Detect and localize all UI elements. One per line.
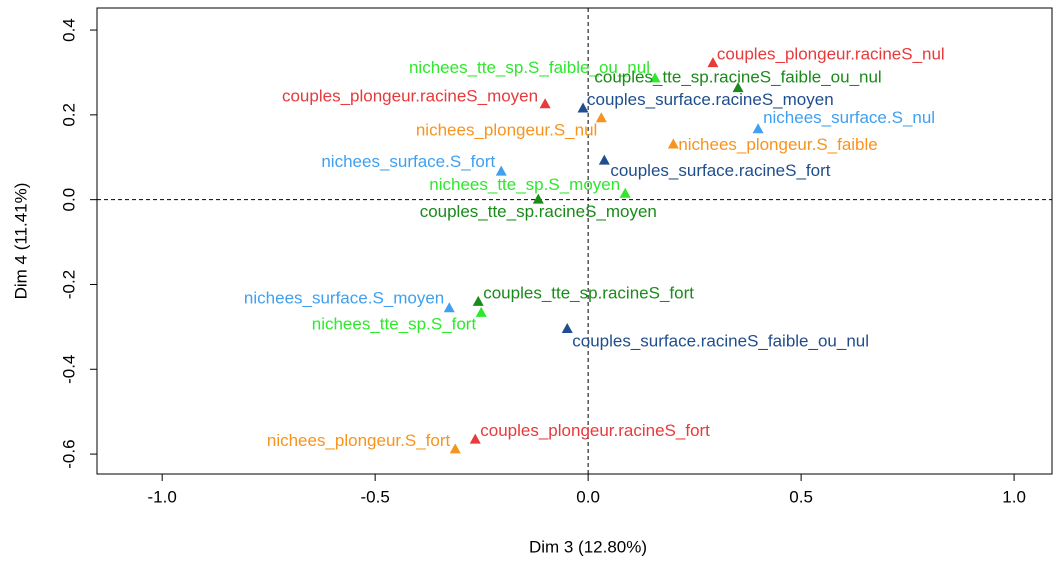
x-axis-label: Dim 3 (12.80%) <box>529 537 647 556</box>
point-label: nichees_tte_sp.S_faible_ou_nul <box>409 58 650 77</box>
y-tick-label: 0.2 <box>59 103 78 127</box>
point-label: nichees_plongeur.S_nul <box>416 121 597 140</box>
point-label: couples_tte_sp.racineS_moyen <box>420 202 657 221</box>
y-tick-label: -0.6 <box>59 439 78 468</box>
point <box>561 322 573 333</box>
point-label: couples_tte_sp.racineS_fort <box>483 283 694 302</box>
point <box>752 123 764 134</box>
point <box>732 82 744 93</box>
point-label: couples_tte_sp.racineS_faible_ou_nul <box>594 68 881 87</box>
point <box>595 112 607 123</box>
y-tick-label: -0.4 <box>59 355 78 384</box>
x-tick-label: 1.0 <box>1002 487 1026 506</box>
point-label: couples_surface.racineS_fort <box>610 161 830 180</box>
point <box>619 187 631 198</box>
point <box>443 302 455 313</box>
point-label: couples_plongeur.racineS_moyen <box>282 87 538 106</box>
x-tick-label: 0.0 <box>576 487 600 506</box>
y-tick-label: 0.4 <box>59 18 78 42</box>
point-label: nichees_plongeur.S_fort <box>267 431 451 450</box>
point <box>475 306 487 317</box>
point <box>667 138 679 149</box>
y-tick-label: 0.0 <box>59 188 78 212</box>
point <box>649 72 661 83</box>
y-axis-label: Dim 4 (11.41%) <box>11 183 30 300</box>
point-label: couples_surface.racineS_moyen <box>587 90 834 109</box>
x-tick-label: -1.0 <box>148 487 177 506</box>
x-tick-label: 0.5 <box>789 487 813 506</box>
point <box>472 295 484 306</box>
point <box>539 98 551 109</box>
y-tick-label: -0.2 <box>59 270 78 299</box>
point-label: couples_plongeur.racineS_fort <box>480 421 710 440</box>
plot-frame <box>96 7 1053 475</box>
point-label: couples_plongeur.racineS_nul <box>717 45 945 64</box>
point-label: nichees_tte_sp.S_fort <box>312 314 477 333</box>
point-label: nichees_tte_sp.S_moyen <box>429 175 620 194</box>
point <box>449 443 461 454</box>
point-label: nichees_surface.S_fort <box>321 152 495 171</box>
point <box>707 57 719 68</box>
point <box>532 193 544 204</box>
point-label: couples_surface.racineS_faible_ou_nul <box>572 331 869 350</box>
point-label: nichees_surface.S_nul <box>763 108 935 127</box>
point <box>598 154 610 165</box>
point <box>495 165 507 176</box>
x-tick-label: -0.5 <box>361 487 390 506</box>
point-label: nichees_surface.S_moyen <box>244 289 444 308</box>
point <box>577 102 589 113</box>
point-label: nichees_plongeur.S_faible <box>678 135 877 154</box>
point <box>469 433 481 444</box>
